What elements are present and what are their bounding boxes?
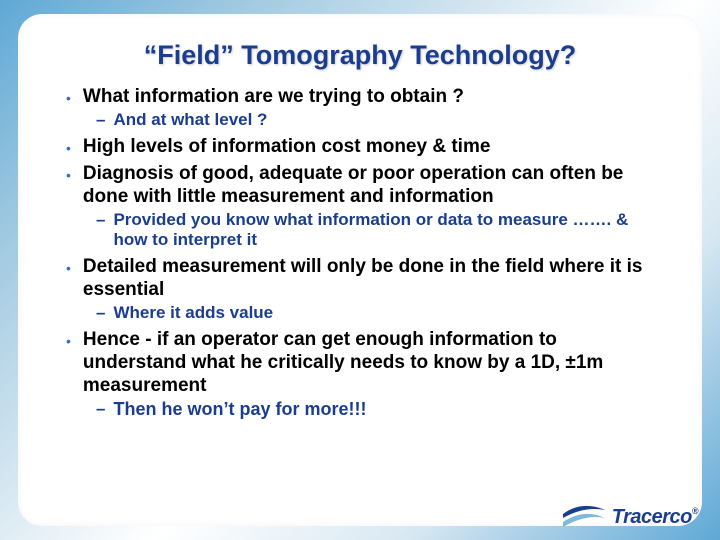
dash-icon: – [96, 399, 105, 419]
bullet-icon: • [66, 260, 71, 276]
list-item: • High levels of information cost money &… [66, 135, 654, 158]
sub-text: Where it adds value [113, 303, 273, 323]
logo: Tracerco® [562, 504, 698, 530]
slide-card: “Field” Tomography Technology? • What inf… [18, 14, 702, 526]
list-item: • What information are we trying to obtai… [66, 85, 654, 131]
sub-text: Provided you know what information or da… [113, 210, 654, 251]
sub-text: And at what level ? [113, 110, 267, 130]
logo-text: Tracerco® [612, 506, 698, 529]
slide-title: “Field” Tomography Technology? [66, 40, 654, 71]
bullet-text: Diagnosis of good, adequate or poor oper… [83, 162, 654, 208]
bullet-text: High levels of information cost money & … [83, 135, 491, 158]
bullet-text: Detailed measurement will only be done i… [83, 255, 654, 301]
bullet-icon: • [66, 167, 71, 183]
list-item: • Diagnosis of good, adequate or poor ope… [66, 162, 654, 251]
bullet-icon: • [66, 90, 71, 106]
bullet-icon: • [66, 140, 71, 156]
dash-icon: – [96, 303, 105, 323]
bullet-list: • What information are we trying to obtai… [66, 85, 654, 421]
bullet-text: What information are we trying to obtain… [83, 85, 464, 108]
dash-icon: – [96, 110, 105, 130]
bullet-icon: • [66, 333, 71, 349]
bullet-text: Hence - if an operator can get enough in… [83, 328, 654, 398]
list-item: • Detailed measurement will only be done … [66, 255, 654, 324]
list-item: • Hence - if an operator can get enough i… [66, 328, 654, 421]
logo-swoosh-icon [562, 504, 606, 530]
slide-background: “Field” Tomography Technology? • What inf… [0, 0, 720, 540]
dash-icon: – [96, 210, 105, 230]
sub-text: Then he won’t pay for more!!! [113, 399, 366, 421]
